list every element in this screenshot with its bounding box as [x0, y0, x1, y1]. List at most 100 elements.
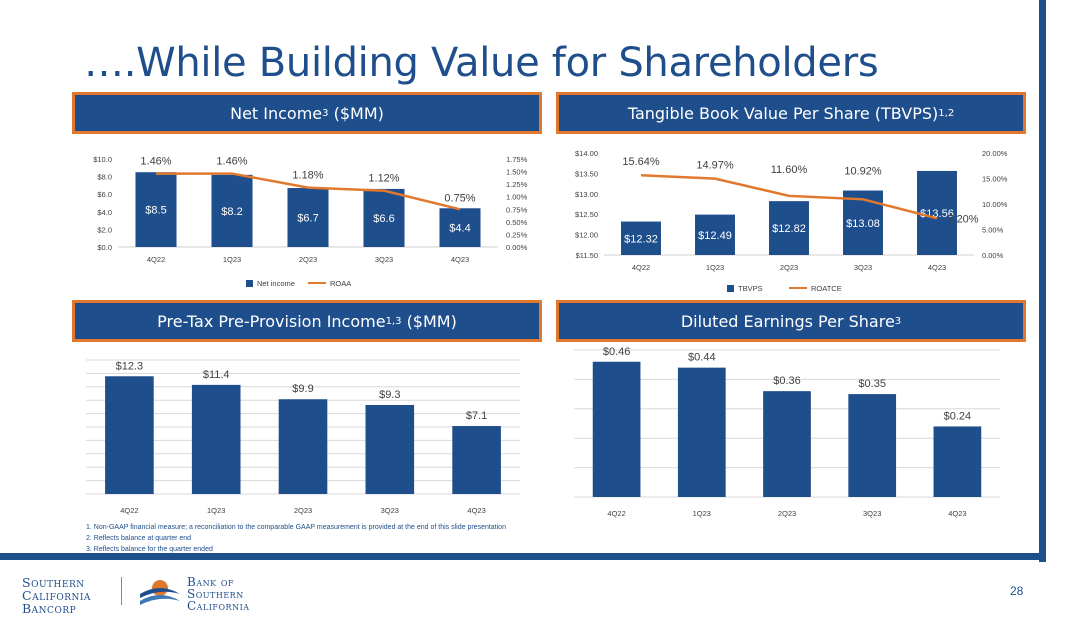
legend-label: ROATCE — [811, 284, 842, 293]
y-tick-label: $12.00 — [575, 231, 598, 240]
bar — [843, 190, 883, 255]
bar — [917, 170, 957, 255]
diluted-eps-title: Diluted Earnings Per Share — [680, 311, 895, 331]
pre-tax-footnote-ref: 1,3 — [385, 315, 402, 327]
logo-divider — [121, 577, 122, 605]
y2-tick-label: 0.00% — [982, 251, 1004, 260]
x-tick-label: 3Q23 — [854, 263, 872, 272]
line-value-label: 1.46% — [216, 156, 247, 168]
logo-line: California — [187, 599, 250, 613]
bar-value-label: $9.9 — [292, 383, 313, 395]
bar-value-label: $6.7 — [297, 213, 318, 225]
tbvps-title: Tangible Book Value Per Share (TBVPS) — [627, 103, 939, 123]
right-accent-bar — [1039, 0, 1046, 562]
bar — [848, 394, 897, 497]
bar — [211, 174, 253, 247]
y2-tick-label: 20.00% — [982, 149, 1008, 158]
y-tick-label: $11.50 — [576, 251, 598, 260]
net-income-header: Net Income 3 ($MM) — [72, 92, 542, 134]
x-tick-label: 2Q23 — [778, 509, 796, 518]
bar-value-label: $0.44 — [688, 352, 716, 364]
y2-tick-label: 1.25% — [506, 180, 528, 189]
x-tick-label: 1Q23 — [693, 509, 711, 518]
y2-tick-label: 0.50% — [506, 218, 528, 227]
southern-california-bancorp-logo: Southern California Bancorp — [22, 576, 91, 615]
y2-tick-label: 0.00% — [506, 243, 528, 252]
bar — [365, 404, 415, 494]
bar — [695, 214, 735, 255]
bar — [287, 188, 329, 247]
line-value-label: 7.20% — [947, 213, 978, 225]
pre-tax-header: Pre-Tax Pre-Provision Income 1,3 ($MM) — [72, 300, 542, 342]
page-number: 28 — [1010, 584, 1024, 598]
x-tick-label: 2Q23 — [299, 255, 317, 264]
legend-label: Net income — [257, 279, 295, 288]
legend-swatch-bar — [727, 285, 734, 292]
bar — [763, 391, 811, 497]
bar — [278, 399, 328, 494]
bar-value-label: $8.5 — [145, 205, 166, 217]
y2-tick-label: 1.00% — [506, 193, 528, 202]
logo-line: California — [22, 588, 91, 603]
bank-of-southern-california-logo: Bank of Southern California — [187, 576, 250, 612]
bar — [363, 188, 405, 247]
bar — [592, 361, 641, 497]
bar-value-label: $7.1 — [466, 410, 487, 422]
line-value-label: 14.97% — [696, 160, 734, 172]
x-tick-label: 4Q22 — [147, 255, 165, 264]
y2-tick-label: 0.75% — [506, 205, 528, 214]
tbvps-footnote-ref: 1,2 — [938, 107, 955, 119]
x-tick-label: 3Q23 — [381, 506, 399, 515]
y2-tick-label: 1.75% — [506, 155, 528, 164]
bar-value-label: $13.08 — [846, 218, 880, 230]
bar — [452, 426, 501, 494]
x-tick-label: 4Q22 — [632, 263, 650, 272]
logo-line: Bancorp — [22, 601, 77, 616]
bar — [191, 384, 241, 494]
x-tick-label: 3Q23 — [863, 509, 881, 518]
y-tick-label: $0.0 — [97, 243, 112, 252]
y-tick-label: $10.0 — [93, 155, 112, 164]
y-tick-label: $13.50 — [575, 169, 598, 178]
y-tick-label: $12.50 — [575, 210, 598, 219]
x-tick-label: 4Q22 — [120, 506, 138, 515]
x-tick-label: 1Q23 — [207, 506, 225, 515]
y-tick-label: $8.0 — [97, 173, 112, 182]
diluted-eps-footnote-ref: 3 — [894, 315, 902, 327]
x-tick-label: 1Q23 — [706, 263, 724, 272]
net-income-footnote-ref: 3 — [322, 107, 329, 119]
bar — [933, 426, 982, 497]
bar — [677, 367, 726, 497]
line-value-label: 1.18% — [292, 170, 323, 182]
line-value-label: 15.64% — [622, 156, 660, 168]
x-tick-label: 4Q23 — [928, 263, 946, 272]
logo-line: Bank of — [187, 575, 234, 589]
y-tick-label: $4.0 — [97, 208, 112, 217]
bar-value-label: $12.32 — [624, 233, 658, 245]
line-value-label: 11.60% — [771, 164, 808, 176]
x-tick-label: 4Q23 — [948, 509, 966, 518]
diluted-eps-header: Diluted Earnings Per Share 3 — [556, 300, 1026, 342]
bar — [439, 208, 481, 247]
bar — [135, 172, 177, 247]
bar — [769, 201, 809, 255]
bar — [621, 221, 661, 255]
legend-swatch-bar — [246, 280, 253, 287]
x-tick-label: 2Q23 — [294, 506, 312, 515]
y2-tick-label: 5.00% — [982, 226, 1004, 235]
bar-value-label: $0.24 — [944, 410, 972, 422]
footnotes: 1. Non-GAAP financial measure; a reconci… — [86, 522, 506, 555]
y2-tick-label: 1.50% — [506, 168, 528, 177]
x-tick-label: 4Q23 — [451, 255, 469, 264]
bar-value-label: $12.82 — [772, 223, 806, 235]
bar-value-label: $0.35 — [858, 378, 886, 390]
line-series — [640, 173, 938, 220]
line-value-label: 1.46% — [140, 156, 171, 168]
bar-value-label: $11.4 — [203, 369, 230, 381]
bank-emblem-icon — [140, 580, 180, 605]
logo-line: Southern — [187, 587, 244, 601]
x-tick-label: 2Q23 — [780, 263, 798, 272]
